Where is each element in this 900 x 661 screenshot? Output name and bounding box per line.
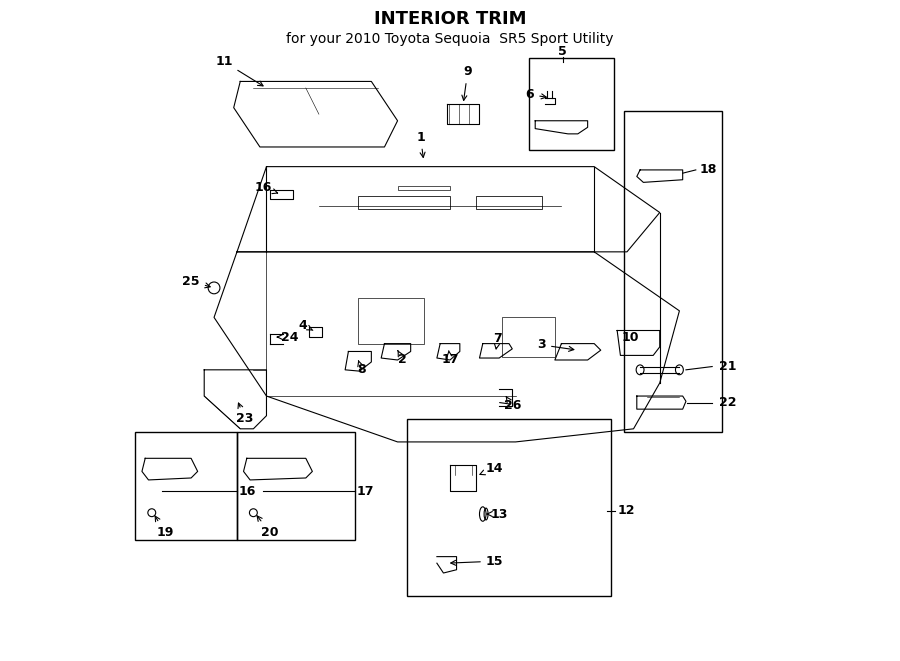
Text: INTERIOR TRIM: INTERIOR TRIM — [374, 10, 526, 28]
Text: 20: 20 — [257, 516, 278, 539]
Text: 12: 12 — [617, 504, 634, 518]
Text: 24: 24 — [277, 330, 298, 344]
Text: 3: 3 — [537, 338, 574, 352]
Text: for your 2010 Toyota Sequoia  SR5 Sport Utility: for your 2010 Toyota Sequoia SR5 Sport U… — [286, 32, 614, 46]
Text: 11: 11 — [215, 56, 263, 86]
Text: 26: 26 — [504, 397, 521, 412]
Text: 25: 25 — [183, 275, 211, 288]
Text: 22: 22 — [719, 396, 736, 409]
Text: 13: 13 — [487, 508, 508, 520]
Text: 7: 7 — [493, 332, 502, 349]
Text: 6: 6 — [526, 88, 546, 101]
Text: 4: 4 — [299, 319, 313, 332]
Text: 17: 17 — [441, 350, 459, 366]
Text: 21: 21 — [719, 360, 736, 373]
Text: 18: 18 — [699, 163, 716, 176]
Text: 8: 8 — [357, 360, 365, 376]
Text: 5: 5 — [558, 46, 567, 58]
Text: 17: 17 — [357, 485, 374, 498]
Text: 19: 19 — [155, 516, 174, 539]
Text: 2: 2 — [398, 350, 407, 366]
Text: 15: 15 — [451, 555, 503, 568]
Text: 10: 10 — [622, 330, 639, 344]
Text: 1: 1 — [416, 131, 425, 157]
Text: 9: 9 — [462, 65, 472, 100]
Text: 23: 23 — [236, 403, 254, 426]
Text: 14: 14 — [480, 461, 503, 475]
Text: 16: 16 — [255, 181, 278, 194]
Text: 16: 16 — [238, 485, 256, 498]
